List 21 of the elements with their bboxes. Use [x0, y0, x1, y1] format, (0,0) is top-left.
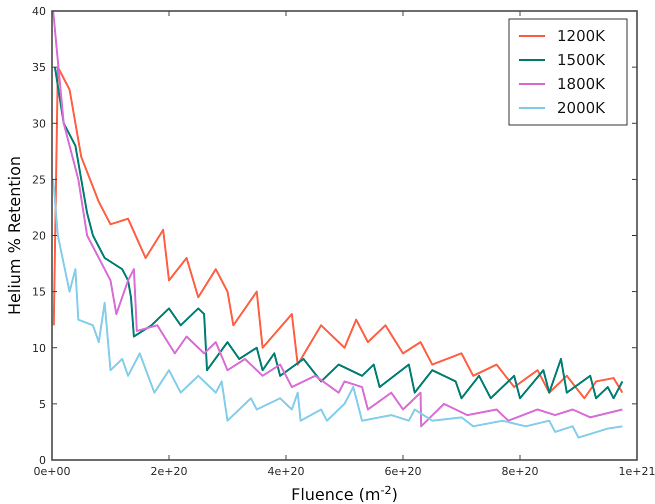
x-axis-title: Fluence (m$^{-2}$): [291, 484, 398, 504]
legend-label: 1800K: [557, 75, 606, 93]
y-tick-label: 5: [39, 398, 46, 411]
x-tick-label: 1e+21: [618, 465, 655, 478]
y-tick-label: 15: [32, 286, 46, 299]
x-tick-label: 6e+20: [384, 465, 422, 478]
y-tick-label: 30: [32, 117, 46, 130]
x-tick-label: 0e+00: [34, 465, 70, 478]
legend-label: 1200K: [557, 27, 606, 45]
legend-label: 2000K: [557, 99, 606, 117]
x-tick-label: 4e+20: [268, 465, 304, 478]
y-axis-title: Helium % Retention: [5, 156, 24, 316]
x-tick-label: 2e+20: [150, 465, 188, 478]
y-tick-label: 25: [32, 173, 46, 186]
y-tick-label: 40: [32, 5, 46, 18]
y-tick-label: 10: [32, 342, 46, 355]
y-tick-label: 20: [32, 230, 46, 242]
y-tick-label: 0: [39, 454, 46, 467]
legend-label: 1500K: [557, 51, 606, 69]
y-tick-label: 35: [32, 61, 46, 74]
x-tick-label: 8e+20: [502, 465, 538, 478]
